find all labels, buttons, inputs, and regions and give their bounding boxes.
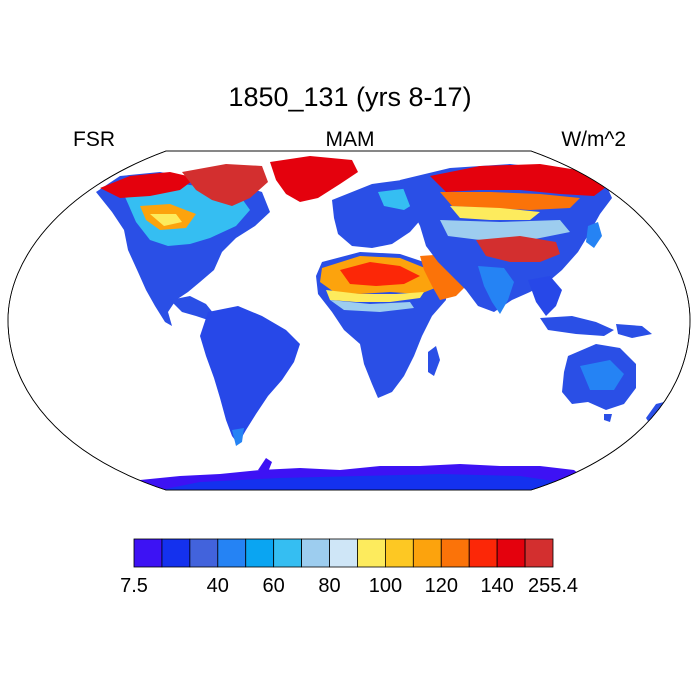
colorbar-box-7 <box>329 538 358 568</box>
colorbar-box-14 <box>524 538 554 568</box>
colorbar-label-7: 255.4 <box>528 575 578 597</box>
colorbar-labels: 7.5 40 60 80 100 120 140 255.4 <box>120 575 578 597</box>
tibetan-plateau <box>476 236 560 262</box>
colorbar-label-6: 140 <box>480 575 513 597</box>
colorbar-label-1: 40 <box>207 575 229 597</box>
sahara-red-core <box>340 262 420 286</box>
colorbar-label-0: 7.5 <box>120 575 148 597</box>
southeast-asia <box>528 276 562 316</box>
madagascar <box>428 346 440 376</box>
colorbar-box-13 <box>496 538 526 568</box>
central-asia-light <box>440 220 570 240</box>
siberia-red-band <box>430 164 610 196</box>
canadian-arctic-islands <box>182 164 268 206</box>
colorbar-box-6 <box>301 538 330 568</box>
central-america <box>170 296 214 320</box>
colorbar-box-1 <box>161 538 191 568</box>
antarctica-inner <box>160 474 560 490</box>
colorbar-label-2: 60 <box>263 575 285 597</box>
colorbar-label-4: 100 <box>369 575 402 597</box>
indian-subcontinent <box>478 266 514 314</box>
colorbar-box-4 <box>245 538 275 568</box>
variable-label: FSR <box>73 128 115 151</box>
colorbar-label-5: 120 <box>425 575 458 597</box>
colorbar-boxes <box>133 538 554 568</box>
colorbar-box-2 <box>189 538 219 568</box>
siberia-orange-band <box>440 192 580 210</box>
greenland <box>270 156 358 202</box>
tasmania <box>604 414 612 422</box>
new-guinea <box>616 324 652 338</box>
map-title: 1850_131 (yrs 8-17) <box>228 82 472 112</box>
australia-interior <box>580 360 624 390</box>
colorbar-box-10 <box>412 538 442 568</box>
south-america-tip <box>232 428 244 446</box>
siberia-yellow-band <box>450 206 540 220</box>
south-america-landmass <box>200 306 300 444</box>
projection-border <box>7 150 691 491</box>
colorbar-box-12 <box>468 538 498 568</box>
colorbar-box-5 <box>273 538 302 568</box>
units-label: W/m^2 <box>561 128 626 151</box>
new-zealand <box>646 402 664 424</box>
colorbar-label-3: 80 <box>318 575 340 597</box>
season-label: MAM <box>325 128 375 151</box>
japan <box>586 222 602 248</box>
colorbar-box-11 <box>440 538 470 568</box>
indonesia <box>540 316 614 336</box>
colorbar-box-0 <box>133 538 163 568</box>
sahel-light-band <box>330 300 414 312</box>
antarctic-peninsula <box>258 458 272 472</box>
north-america-yellow-band <box>150 214 182 226</box>
sahel-yellow-band <box>326 290 424 302</box>
colorbar-box-3 <box>217 538 247 568</box>
colorbar-box-9 <box>384 538 414 568</box>
north-america-red-band <box>100 172 196 198</box>
colorbar-box-8 <box>357 538 386 568</box>
